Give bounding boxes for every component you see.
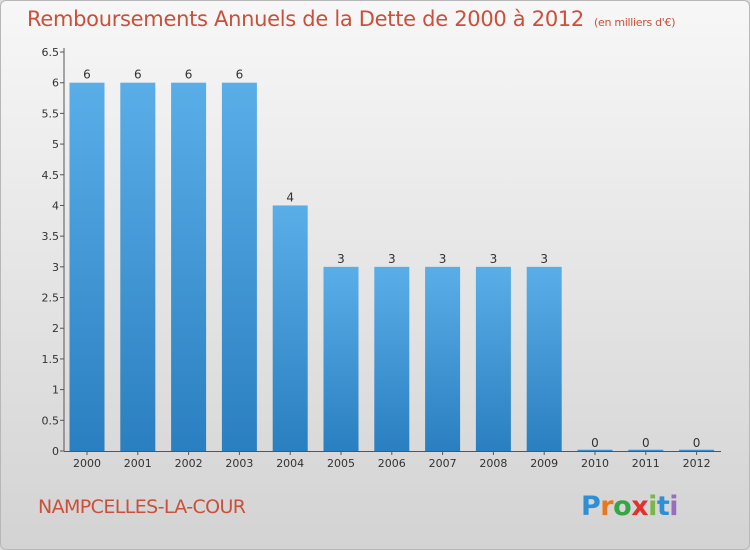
y-tick-label: 0 (52, 445, 59, 458)
bar-value-label: 6 (134, 68, 142, 82)
bar (323, 266, 359, 451)
x-tick-label: 2009 (530, 457, 558, 470)
bar-value-label: 0 (642, 436, 650, 450)
chart-title: Remboursements Annuels de la Dette de 20… (27, 7, 675, 31)
x-tick-label: 2003 (225, 457, 253, 470)
y-tick-label: 2.5 (42, 292, 60, 305)
bars: 6 6 6 6 4 3 3 3 3 3 0 0 0 (69, 68, 715, 452)
town-name: NAMPCELLES-LA-COUR (38, 496, 246, 518)
y-tick-label: 4.5 (42, 169, 60, 182)
bar-value-label: 0 (693, 436, 701, 450)
bar-value-label: 3 (490, 252, 498, 266)
bar (374, 266, 410, 451)
bar (272, 205, 308, 451)
y-tick-label: 2 (52, 322, 59, 335)
y-tick-label: 1.5 (42, 353, 60, 366)
y-tick-label: 3 (52, 261, 59, 274)
x-axis: 2000 2001 2002 2003 2004 2005 2006 2007 2008 2009… (64, 451, 721, 470)
bar (221, 82, 257, 451)
x-tick-label: 2002 (175, 457, 203, 470)
x-tick-label: 2005 (327, 457, 355, 470)
x-tick-label: 2004 (276, 457, 304, 470)
x-tick-label: 2001 (124, 457, 152, 470)
bar (171, 82, 207, 451)
y-tick-label: 6 (52, 77, 59, 90)
x-tick-label: 2006 (378, 457, 406, 470)
bar (425, 266, 461, 451)
proxiti-logo[interactable]: Proxiti (581, 491, 679, 522)
y-tick-label: 5 (52, 138, 59, 151)
x-tick-label: 2007 (429, 457, 457, 470)
y-tick-label: 0.5 (42, 414, 60, 427)
y-tick-label: 3.5 (42, 230, 60, 243)
bar-value-label: 4 (286, 190, 294, 204)
bar (69, 82, 105, 451)
bar-value-label: 6 (236, 68, 244, 82)
y-tick-label: 4 (52, 199, 59, 212)
bar-value-label: 3 (540, 252, 548, 266)
bar (120, 82, 156, 451)
y-tick-label: 6.5 (42, 46, 60, 59)
x-tick-label: 2012 (683, 457, 711, 470)
x-tick-label: 2008 (479, 457, 507, 470)
bar-value-label: 6 (185, 68, 193, 82)
chart-title-text: Remboursements Annuels de la Dette de 20… (27, 7, 584, 31)
y-tick-label: 5.5 (42, 107, 60, 120)
y-axis: 0 0.5 1 1.5 2 2.5 3 3.5 4 4.5 5 5.5 6 6.5 (42, 46, 65, 458)
x-tick-label: 2011 (632, 457, 660, 470)
bar (526, 266, 562, 451)
bar-value-label: 0 (591, 436, 599, 450)
bar-value-label: 3 (337, 252, 345, 266)
y-tick-label: 1 (52, 384, 59, 397)
bar-value-label: 6 (83, 68, 91, 82)
bar (475, 266, 511, 451)
bar-value-label: 3 (388, 252, 396, 266)
bar-value-label: 3 (439, 252, 447, 266)
x-tick-label: 2000 (73, 457, 101, 470)
x-tick-label: 2010 (581, 457, 609, 470)
chart-unit: (en milliers d'€) (594, 16, 676, 29)
